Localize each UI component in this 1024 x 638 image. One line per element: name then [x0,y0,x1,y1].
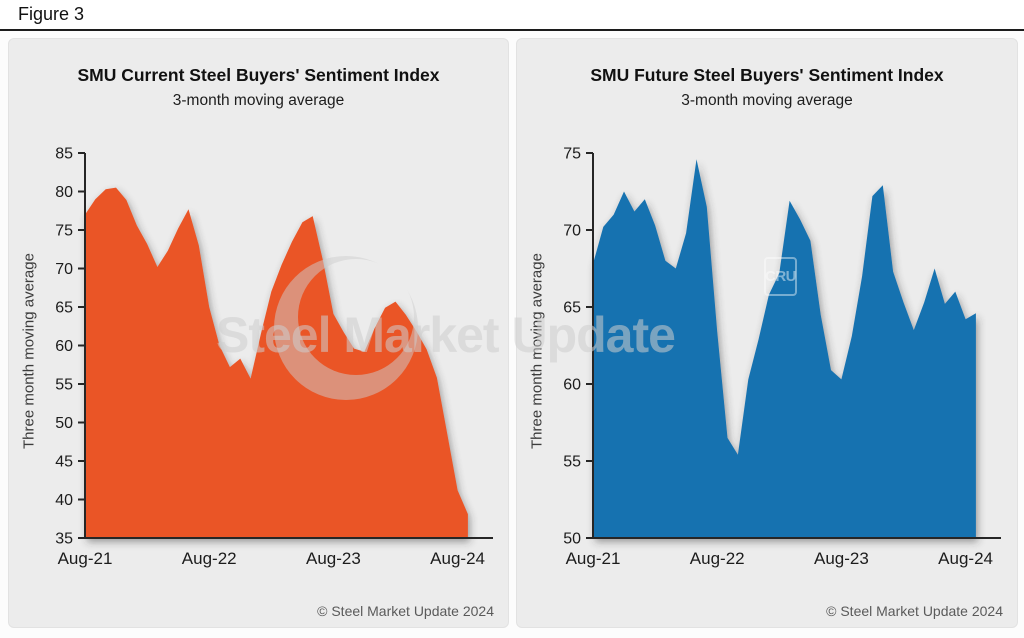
sentiment-area-series [593,159,976,538]
area-plot-current: 35 40 45 50 55 60 65 70 75 80 85 Aug-21 Aug-22 Aug-23… [55,146,493,568]
svg-text:Aug-22: Aug-22 [182,549,237,568]
svg-text:Aug-23: Aug-23 [814,549,869,568]
y-axis-ticks: 50 55 60 65 70 75 [563,146,593,548]
svg-text:65: 65 [563,300,581,317]
svg-text:Aug-24: Aug-24 [430,549,485,568]
chart-subtitle-future: 3-month moving average [681,92,853,109]
svg-text:70: 70 [563,223,581,240]
chart-subtitle-current: 3-month moving average [172,92,345,109]
copyright-future: © Steel Market Update 2024 [826,603,1003,619]
chart-title-future: SMU Future Steel Buyers' Sentiment Index [590,65,944,85]
future-sentiment-chart-panel: SMU Future Steel Buyers' Sentiment Index… [516,38,1018,628]
svg-text:75: 75 [563,146,581,163]
svg-text:Aug-24: Aug-24 [938,549,993,568]
svg-text:45: 45 [55,454,73,471]
svg-text:Aug-21: Aug-21 [58,549,113,568]
x-axis-ticks: Aug-21 Aug-22 Aug-23 Aug-24 [58,549,485,568]
chart-title-current: SMU Current Steel Buyers' Sentiment Inde… [77,65,440,85]
svg-text:40: 40 [55,492,73,509]
axes [592,153,1001,539]
copyright-current: © Steel Market Update 2024 [317,603,494,619]
y-axis-ticks: 35 40 45 50 55 60 65 70 75 80 85 [55,146,85,548]
svg-text:75: 75 [55,223,73,240]
figure-header: Figure 3 [0,0,1024,31]
svg-text:65: 65 [55,300,73,317]
figure-label: Figure 3 [18,4,85,24]
x-axis-ticks: Aug-21 Aug-22 Aug-23 Aug-24 [566,549,993,568]
svg-text:80: 80 [55,184,73,201]
svg-text:60: 60 [563,377,581,394]
svg-text:Aug-22: Aug-22 [690,549,745,568]
svg-text:70: 70 [55,261,73,278]
svg-text:35: 35 [55,531,73,548]
area-plot-future: 50 55 60 65 70 75 Aug-21 Aug-22 Aug-23 Aug-24 [563,146,1001,568]
svg-text:55: 55 [55,377,73,394]
sentiment-area-series [85,187,468,538]
svg-text:55: 55 [563,454,581,471]
svg-text:Aug-23: Aug-23 [306,549,361,568]
svg-text:50: 50 [55,415,73,432]
svg-text:Aug-21: Aug-21 [566,549,621,568]
svg-text:85: 85 [55,146,73,163]
svg-text:60: 60 [55,338,73,355]
svg-text:50: 50 [563,531,581,548]
current-sentiment-chart-panel: SMU Current Steel Buyers' Sentiment Inde… [8,38,509,628]
